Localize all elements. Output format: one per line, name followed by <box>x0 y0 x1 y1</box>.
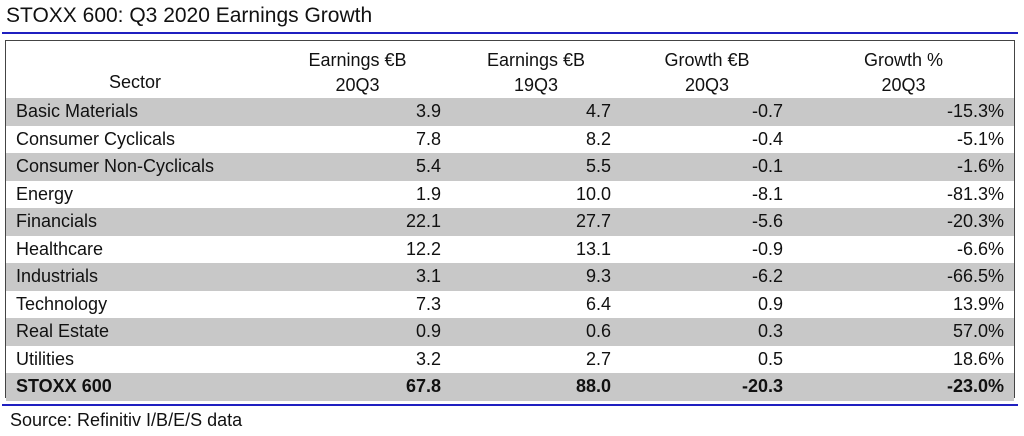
column-header-line2: 20Q3 <box>335 75 380 95</box>
value-cell: -15.3% <box>793 98 1014 126</box>
column-header-line2: 20Q3 <box>881 75 926 95</box>
table-row: Basic Materials 3.9 4.7 -0.7 -15.3% <box>6 98 1014 126</box>
value-cell: -81.3% <box>946 183 1004 204</box>
value-cell: -8.1 <box>751 183 783 204</box>
value-cell: -5.6 <box>621 208 793 236</box>
value-cell: 22.1 <box>264 208 451 236</box>
value-cell: 7.3 <box>415 293 441 314</box>
table-row: Technology 7.3 6.4 0.9 13.9% <box>6 291 1014 319</box>
table-row: Industrials 3.1 9.3 -6.2 -66.5% <box>6 263 1014 291</box>
value-cell: 27.7 <box>451 208 621 236</box>
value-cell: 13.1 <box>575 238 611 259</box>
value-cell: 0.3 <box>621 318 793 346</box>
value-cell: -23.0% <box>793 373 1014 401</box>
value-cell: -6.6% <box>956 238 1004 259</box>
chart-title: STOXX 600: Q3 2020 Earnings Growth <box>6 4 373 27</box>
column-header-line1: Growth % <box>863 50 944 70</box>
sector-cell: Consumer Cyclicals <box>16 128 176 149</box>
column-header-line1: Earnings €B <box>486 50 586 70</box>
table-row: Healthcare 12.2 13.1 -0.9 -6.6% <box>6 236 1014 264</box>
earnings-table: Sector Earnings €B 20Q3 Earnings €B 19Q3… <box>6 41 1014 401</box>
value-cell: 6.4 <box>585 293 611 314</box>
header-row: Sector Earnings €B 20Q3 Earnings €B 19Q3… <box>6 41 1014 98</box>
sector-cell: Utilities <box>16 348 75 369</box>
column-header-line1: Earnings €B <box>308 50 407 70</box>
value-cell: 10.0 <box>575 183 611 204</box>
sector-cell: Technology <box>16 293 108 314</box>
value-cell: 13.9% <box>952 293 1004 314</box>
value-cell: -20.3% <box>793 208 1014 236</box>
value-cell: 5.5 <box>451 153 621 181</box>
table-row: Real Estate 0.9 0.6 0.3 57.0% <box>6 318 1014 346</box>
column-header-line1: Growth €B <box>664 50 750 70</box>
value-cell: -0.9 <box>751 238 783 259</box>
value-cell: -0.4 <box>751 128 783 149</box>
sector-cell: Industrials <box>6 263 264 291</box>
value-cell: 0.6 <box>451 318 621 346</box>
column-header-sector: Sector <box>6 41 264 98</box>
table-row: Financials 22.1 27.7 -5.6 -20.3% <box>6 208 1014 236</box>
value-cell: 2.7 <box>585 348 611 369</box>
value-cell: -66.5% <box>793 263 1014 291</box>
value-cell: 3.9 <box>264 98 451 126</box>
table-row: Utilities 3.2 2.7 0.5 18.6% <box>6 346 1014 374</box>
sector-cell: Financials <box>6 208 264 236</box>
column-header-earnings-19q3: Earnings €B 19Q3 <box>451 41 621 98</box>
top-rule <box>2 32 1018 34</box>
value-cell: -0.7 <box>621 98 793 126</box>
value-cell: 9.3 <box>451 263 621 291</box>
sector-cell: Healthcare <box>16 238 104 259</box>
value-cell: 3.1 <box>264 263 451 291</box>
value-cell: 4.7 <box>451 98 621 126</box>
bottom-rule <box>2 404 1018 406</box>
column-header-earnings-20q3: Earnings €B 20Q3 <box>264 41 451 98</box>
table-row: Energy 1.9 10.0 -8.1 -81.3% <box>6 181 1014 209</box>
table-row: Consumer Cyclicals 7.8 8.2 -0.4 -5.1% <box>6 126 1014 154</box>
value-cell: 8.2 <box>585 128 611 149</box>
table-total-row: STOXX 600 67.8 88.0 -20.3 -23.0% <box>6 373 1014 401</box>
value-cell: -20.3 <box>621 373 793 401</box>
value-cell: 5.4 <box>264 153 451 181</box>
value-cell: 88.0 <box>451 373 621 401</box>
column-header-line2: Sector <box>108 72 162 92</box>
value-cell: 57.0% <box>793 318 1014 346</box>
sector-cell: STOXX 600 <box>6 373 264 401</box>
value-cell: 0.9 <box>757 293 783 314</box>
table-body: Basic Materials 3.9 4.7 -0.7 -15.3% Consumer … <box>6 98 1014 401</box>
column-header-line2: 20Q3 <box>684 75 730 95</box>
value-cell: 3.2 <box>415 348 441 369</box>
value-cell: 18.6% <box>952 348 1004 369</box>
value-cell: -5.1% <box>956 128 1004 149</box>
sector-cell: Energy <box>16 183 74 204</box>
value-cell: 12.2 <box>405 238 441 259</box>
value-cell: -6.2 <box>621 263 793 291</box>
value-cell: 0.5 <box>757 348 783 369</box>
value-cell: 67.8 <box>264 373 451 401</box>
value-cell: -1.6% <box>793 153 1014 181</box>
column-header-line2: 19Q3 <box>513 75 559 95</box>
sector-cell: Basic Materials <box>6 98 264 126</box>
source-note: Source: Refinitiv I/B/E/S data <box>10 410 243 430</box>
value-cell: 1.9 <box>415 183 441 204</box>
value-cell: -0.1 <box>621 153 793 181</box>
value-cell: 0.9 <box>264 318 451 346</box>
sector-cell: Consumer Non-Cyclicals <box>6 153 264 181</box>
column-header-growth-pct: Growth % 20Q3 <box>793 41 1014 98</box>
table-row: Consumer Non-Cyclicals 5.4 5.5 -0.1 -1.6% <box>6 153 1014 181</box>
sector-cell: Real Estate <box>6 318 264 346</box>
value-cell: 7.8 <box>415 128 441 149</box>
column-header-growth-eur: Growth €B 20Q3 <box>621 41 793 98</box>
